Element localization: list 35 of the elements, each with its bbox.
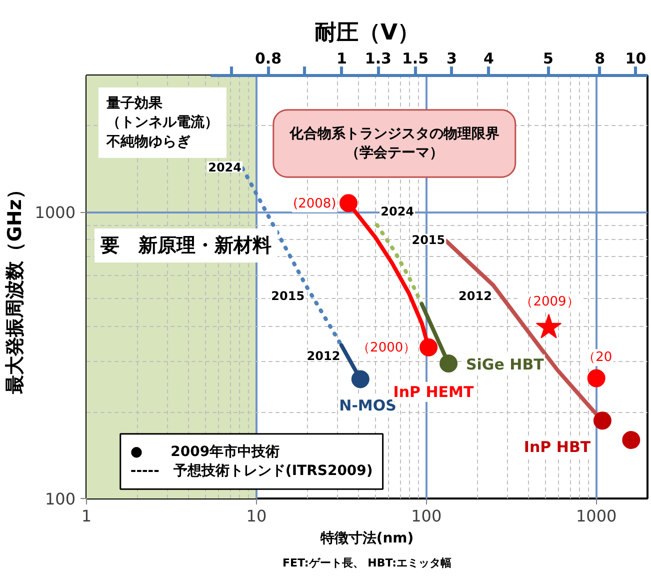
text: 1 (336, 50, 347, 68)
text: 1.3 (364, 50, 392, 68)
annotation: 2012 (306, 349, 340, 364)
text: 10 (625, 50, 646, 68)
x2-axis-title: 耐圧（V） (314, 20, 420, 46)
annotation: 2015 (271, 289, 305, 304)
x-tick-label: 100 (411, 506, 442, 526)
annotation: 2024 (208, 160, 242, 174)
annotation: （2009） (520, 294, 580, 310)
annotation: （20 (582, 350, 612, 366)
x-axis-title: 特徴寸法(nm) (319, 530, 414, 546)
text: 3 (446, 50, 457, 68)
annotation: 化合物系トランジスタの物理限界（学会テーマ） (288, 126, 500, 162)
annotation: (2008) (293, 196, 336, 212)
annotation: 2015 (412, 232, 446, 247)
text: 8 (594, 50, 606, 68)
text: 4 (484, 50, 494, 68)
series-label: N-MOS (339, 396, 396, 415)
annotation: 要 新原理・新材料 (99, 234, 272, 256)
annotation: 2012 (458, 289, 492, 304)
text: 1.5 (402, 50, 429, 68)
series-label: SiGe HBT (466, 356, 545, 374)
x-tick-label: 1 (81, 506, 92, 526)
band-label: 量子効果（トンネル電流）不純物ゆらぎ (105, 96, 218, 150)
text: 0.8 (254, 50, 282, 68)
series-label: InP HBT (524, 438, 592, 456)
x-tick-label: 10 (246, 506, 267, 526)
text: 5 (542, 50, 554, 68)
x-tick-label: 1000 (576, 506, 617, 526)
annotation: 2024 (380, 204, 414, 219)
annotation: ● 2009年市中技術 ----- 予想技術トレンド(ITRS2009) (130, 442, 373, 480)
text: InP HEMT (393, 382, 474, 401)
y-axis-title: 最大発振周波数（GHz） (4, 180, 26, 395)
annotation: （2000） (357, 340, 416, 356)
text: FET:ゲート長、 HBT:エミッタ幅 (282, 556, 452, 570)
